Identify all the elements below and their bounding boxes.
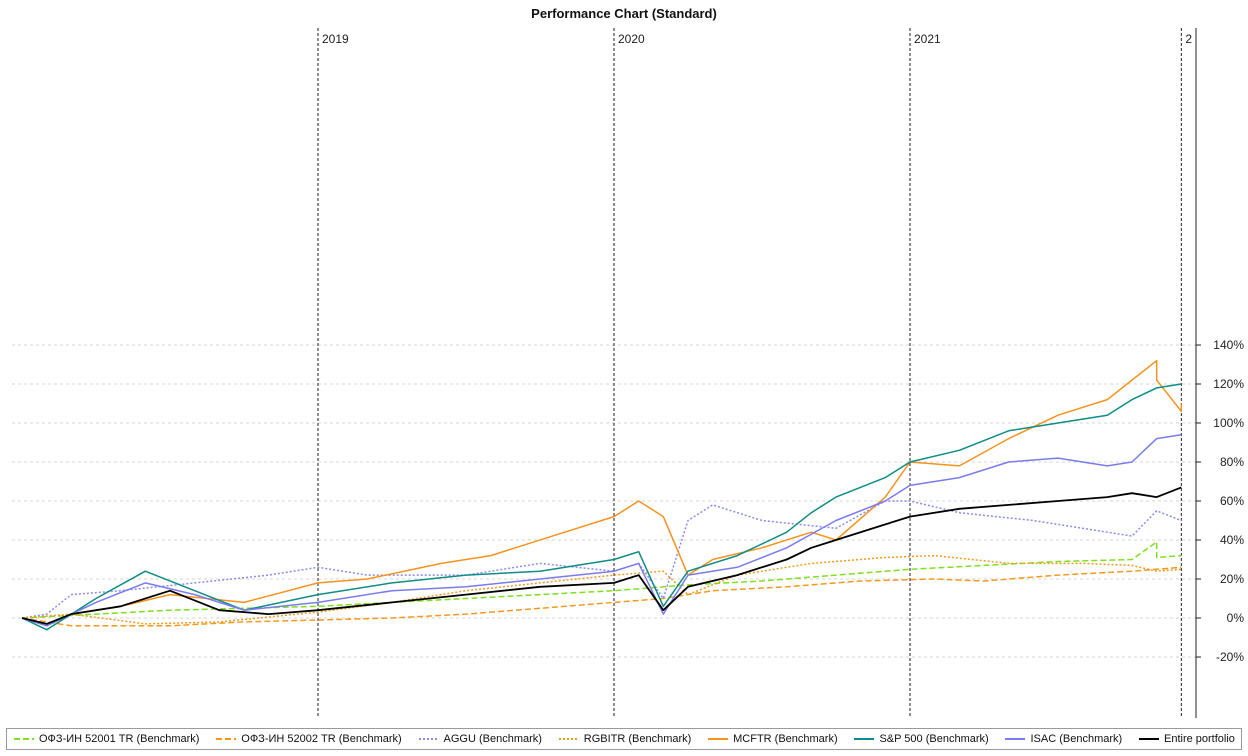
legend-item[interactable]: RGBITR (Benchmark) bbox=[558, 733, 692, 745]
series-line-4 bbox=[21, 359, 1183, 627]
y-axis: -20% 0% 20% 40% 60% 80% 100% 120% 140% bbox=[1195, 28, 1245, 718]
legend-swatch bbox=[558, 738, 579, 740]
legend-item[interactable]: ОФЗ-ИН 52001 TR (Benchmark) bbox=[13, 733, 199, 745]
y-tick-label: 100% bbox=[1213, 416, 1244, 430]
series-layer bbox=[21, 359, 1183, 631]
legend-label: ОФЗ-ИН 52002 TR (Benchmark) bbox=[241, 733, 402, 745]
year-marker-label: 2021 bbox=[914, 32, 941, 46]
y-tick-label: 80% bbox=[1220, 455, 1244, 469]
legend-item[interactable]: ISAC (Benchmark) bbox=[1004, 733, 1122, 745]
y-tick-label: 20% bbox=[1220, 572, 1244, 586]
series-line-3 bbox=[21, 554, 1182, 625]
y-tick-label: -20% bbox=[1216, 650, 1244, 664]
legend-swatch bbox=[1005, 738, 1026, 740]
legend-swatch bbox=[14, 738, 34, 740]
y-tick-label: 140% bbox=[1213, 338, 1244, 352]
y-tick-label: 0% bbox=[1227, 611, 1245, 625]
legend-label: AGGU (Benchmark) bbox=[443, 733, 542, 745]
year-marker-label: 2020 bbox=[618, 32, 645, 46]
legend-swatch bbox=[216, 738, 237, 740]
legend-item[interactable]: S&P 500 (Benchmark) bbox=[853, 733, 989, 745]
series-line-7 bbox=[21, 486, 1182, 625]
series-line-5 bbox=[21, 383, 1182, 631]
series-line-2 bbox=[21, 500, 1182, 619]
legend-label: S&P 500 (Benchmark) bbox=[879, 733, 989, 745]
legend-label: MCFTR (Benchmark) bbox=[733, 733, 838, 745]
legend-label: Entire portfolio bbox=[1163, 733, 1235, 745]
legend-item[interactable]: Entire portfolio bbox=[1138, 733, 1235, 745]
y-tick-label: 120% bbox=[1213, 377, 1244, 391]
legend-swatch bbox=[708, 738, 729, 740]
legend-swatch bbox=[418, 738, 439, 740]
legend-item[interactable]: MCFTR (Benchmark) bbox=[707, 733, 838, 745]
legend-swatch bbox=[854, 738, 875, 740]
series-line-1 bbox=[21, 566, 1182, 627]
legend-item[interactable]: AGGU (Benchmark) bbox=[418, 733, 542, 745]
legend-label: ОФЗ-ИН 52001 TR (Benchmark) bbox=[39, 733, 200, 745]
y-tick-label: 40% bbox=[1220, 533, 1244, 547]
legend-label: ISAC (Benchmark) bbox=[1030, 733, 1123, 745]
chart-title: Performance Chart (Standard) bbox=[531, 6, 717, 21]
year-marker-label: 2 bbox=[1185, 32, 1192, 46]
series-line-0 bbox=[21, 541, 1182, 619]
series-line-6 bbox=[21, 433, 1182, 627]
legend-item[interactable]: ОФЗ-ИН 52002 TR (Benchmark) bbox=[215, 733, 402, 745]
legend-label: RGBITR (Benchmark) bbox=[583, 733, 692, 745]
y-tick-label: 60% bbox=[1220, 494, 1244, 508]
legend: ОФЗ-ИН 52001 TR (Benchmark) ОФЗ-ИН 52002 … bbox=[6, 728, 1242, 750]
grid-layer bbox=[12, 344, 1196, 658]
year-marker-label: 2019 bbox=[322, 32, 349, 46]
legend-swatch bbox=[1138, 738, 1159, 740]
